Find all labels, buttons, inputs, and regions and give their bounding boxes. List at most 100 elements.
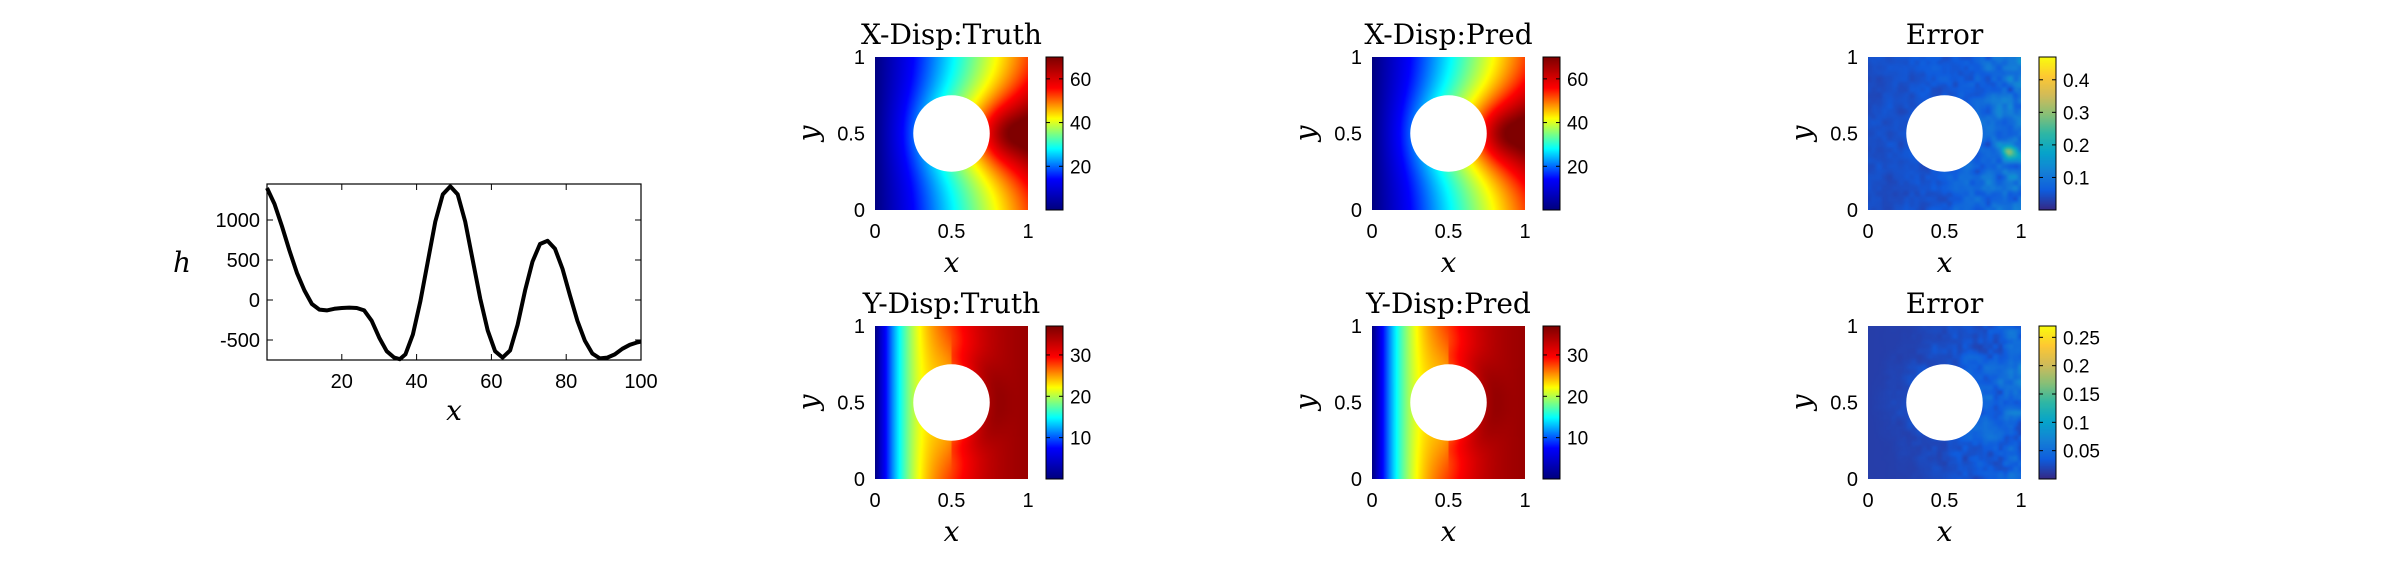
x-tick-label: 1 xyxy=(1022,490,1033,512)
colorbar-tick-label: 40 xyxy=(1567,114,1588,135)
colorbar-tick-label: 10 xyxy=(1567,429,1588,450)
panel-title: Error xyxy=(1906,287,1984,320)
colorbar-tick-label: 0.15 xyxy=(2063,385,2100,406)
x-axis-label: x xyxy=(1441,515,1457,548)
colorbar-tick-label: 0.25 xyxy=(2063,328,2100,349)
panel-title: Y-Disp:Pred xyxy=(1365,287,1531,320)
y-axis-label: y xyxy=(1289,393,1322,412)
y-tick-label: 0.5 xyxy=(837,124,865,146)
hole xyxy=(1410,95,1487,172)
colorbar xyxy=(1046,57,1063,210)
colorbar-tick-label: 20 xyxy=(1070,157,1091,178)
y-tick-label: 0 xyxy=(249,290,260,312)
x-tick-label: 40 xyxy=(405,371,427,393)
colorbar xyxy=(2039,326,2056,479)
x-tick-label: 0 xyxy=(869,221,880,243)
y-tick-label: 0 xyxy=(1351,200,1362,222)
x-tick-label: 0 xyxy=(869,490,880,512)
heatmap-panel-y-error: 0 0.5 1 0 0.5 1 Error x y 0.05 0.1 0.15 0.2 0.25 xyxy=(1785,287,2100,548)
x-axis-label: x xyxy=(446,394,462,427)
panel-title: X-Disp:Pred xyxy=(1364,18,1532,51)
x-tick-label: 0 xyxy=(1366,221,1377,243)
colorbar-tick-label: 40 xyxy=(1070,114,1091,135)
colorbar-tick-label: 0.1 xyxy=(2063,168,2089,189)
y-tick-label: 1 xyxy=(1351,47,1362,69)
colorbar-tick-label: 0.4 xyxy=(2063,71,2090,92)
colorbar-tick-label: 60 xyxy=(1070,70,1091,91)
colorbar-tick-label: 10 xyxy=(1070,429,1091,450)
x-tick-label: 1 xyxy=(1519,221,1530,243)
x-axis-label: x xyxy=(1937,515,1953,548)
colorbar-frame xyxy=(1542,325,1561,480)
x-tick-label: 1 xyxy=(1519,490,1530,512)
colorbar xyxy=(2039,57,2056,210)
x-tick-label: 0.5 xyxy=(1931,490,1959,512)
y-tick-label: 1 xyxy=(1847,316,1858,338)
panel-title: Y-Disp:Truth xyxy=(862,287,1040,320)
y-axis-label: y xyxy=(1785,124,1818,143)
x-tick-label: 0.5 xyxy=(1931,221,1959,243)
y-tick-label: 0.5 xyxy=(1334,124,1362,146)
y-tick-label: 1 xyxy=(854,316,865,338)
x-tick-label: 0 xyxy=(1862,490,1873,512)
x-tick-label: 1 xyxy=(2015,221,2026,243)
y-axis-label: y xyxy=(792,393,825,412)
y-tick-label: 0.5 xyxy=(837,393,865,415)
colorbar-frame xyxy=(2038,325,2057,480)
colorbar-tick-label: 0.2 xyxy=(2063,357,2089,378)
x-tick-label: 1 xyxy=(2015,490,2026,512)
hole xyxy=(913,95,990,172)
colorbar-tick-label: 20 xyxy=(1070,387,1091,408)
colorbar-tick-label: 30 xyxy=(1070,346,1091,367)
y-tick-label: 1 xyxy=(1847,47,1858,69)
y-tick-label: 0.5 xyxy=(1830,124,1858,146)
y-tick-label: 1 xyxy=(1351,316,1362,338)
x-axis-label: x xyxy=(1937,246,1953,279)
colorbar-tick-label: 30 xyxy=(1567,346,1588,367)
x-tick-label: 0.5 xyxy=(938,490,966,512)
panel-title: X-Disp:Truth xyxy=(861,18,1042,51)
panel-title: Error xyxy=(1906,18,1984,51)
y-tick-label: 0 xyxy=(1847,200,1858,222)
x-axis-label: x xyxy=(1441,246,1457,279)
x-axis-label: x xyxy=(944,246,960,279)
y-tick-label: 0 xyxy=(1351,469,1362,491)
y-axis-label: h xyxy=(173,246,191,279)
plot-area xyxy=(266,183,642,361)
y-tick-label: 500 xyxy=(227,250,260,272)
colorbar-tick-label: 0.1 xyxy=(2063,413,2089,434)
hole xyxy=(1906,364,1983,441)
colorbar-tick-label: 20 xyxy=(1567,157,1588,178)
y-tick-label: -500 xyxy=(220,330,260,352)
y-tick-label: 0 xyxy=(854,200,865,222)
y-tick-label: 0 xyxy=(1847,469,1858,491)
x-tick-label: 100 xyxy=(624,371,657,393)
colorbar-tick-label: 0.2 xyxy=(2063,136,2089,157)
y-tick-label: 1 xyxy=(854,47,865,69)
y-axis-label: y xyxy=(1289,124,1322,143)
y-tick-label: 0.5 xyxy=(1830,393,1858,415)
hole xyxy=(1410,364,1487,441)
colorbar xyxy=(1543,57,1560,210)
y-tick-label: 0.5 xyxy=(1334,393,1362,415)
x-tick-label: 0.5 xyxy=(1435,490,1463,512)
series-line xyxy=(265,184,642,362)
x-tick-label: 0 xyxy=(1366,490,1377,512)
x-tick-label: 1 xyxy=(1022,221,1033,243)
y-tick-label: 1000 xyxy=(216,210,261,232)
line-chart-panel: 20 40 60 80 100 -500 0 500 1000 x h xyxy=(173,183,658,427)
x-tick-label: 20 xyxy=(331,371,353,393)
colorbar-tick-label: 0.3 xyxy=(2063,103,2089,124)
colorbar-frame xyxy=(2038,56,2057,211)
colorbar-tick-label: 0.05 xyxy=(2063,442,2100,463)
x-tick-label: 0 xyxy=(1862,221,1873,243)
y-tick-label: 0 xyxy=(854,469,865,491)
colorbar-tick-label: 20 xyxy=(1567,387,1588,408)
heatmap-panel-x-error: 0 0.5 1 0 0.5 1 Error x y 0.1 0.2 0.3 0.4 xyxy=(1785,18,2090,279)
colorbar-frame xyxy=(1045,325,1064,480)
colorbar xyxy=(1046,326,1063,479)
